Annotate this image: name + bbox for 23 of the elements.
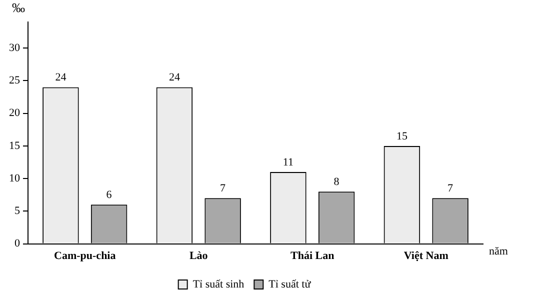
y-tick-label: 10 [9,172,20,184]
data-label: 7 [220,182,226,195]
y-tick-label: 20 [9,107,20,120]
y-tick-label: 25 [9,74,20,87]
y-tick-label: 30 [9,42,20,54]
legend-label: Tỉ suất tử [268,278,312,290]
data-label: 24 [168,72,180,84]
x-tick-label: Lào [189,250,208,262]
data-label: 11 [282,156,294,168]
x-tick-label: Cam-pu-chia [54,250,116,262]
data-label: 15 [396,130,408,142]
y-axis-title: ‰ [12,0,25,15]
y-tick-label: 5 [14,205,20,218]
data-label: 6 [106,189,112,202]
legend-label: Tỉ suất sinh [192,278,245,290]
data-label: 7 [448,182,454,195]
y-tick-label: 15 [9,140,20,152]
x-tick-label: Việt Nam [404,250,448,262]
data-label: 24 [55,72,67,84]
x-tick-label: Thái Lan [290,250,334,262]
x-axis-title: năm [489,246,508,258]
y-tick-label: 0 [14,238,20,250]
data-label: 8 [334,176,340,188]
